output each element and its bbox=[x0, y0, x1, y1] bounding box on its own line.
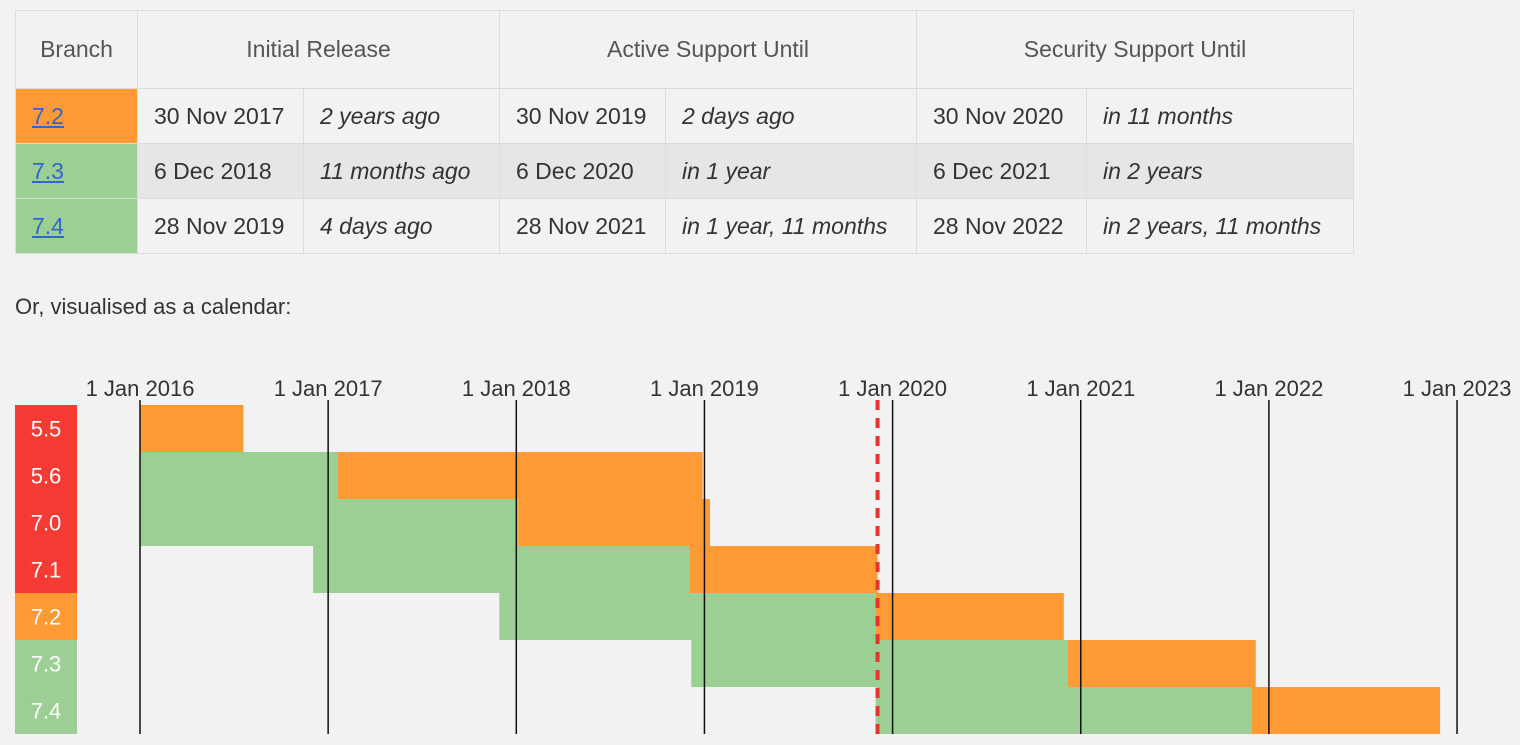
active-bar bbox=[875, 687, 1252, 734]
branch-label: 5.6 bbox=[31, 464, 62, 489]
date-cell: 28 Nov 2022 bbox=[916, 198, 1087, 254]
year-label: 1 Jan 2016 bbox=[86, 376, 195, 401]
date-cell: 6 Dec 2021 bbox=[916, 143, 1087, 199]
branch-label: 5.5 bbox=[31, 417, 62, 442]
year-label: 1 Jan 2020 bbox=[838, 376, 947, 401]
date-cell: 6 Dec 2020 bbox=[499, 143, 666, 199]
year-label: 1 Jan 2019 bbox=[650, 376, 759, 401]
branch-link[interactable]: 7.3 bbox=[32, 157, 64, 184]
header-row: Branch Initial Release Active Support Un… bbox=[15, 10, 1354, 89]
branch-label-bg bbox=[15, 640, 77, 687]
branch-link[interactable]: 7.2 bbox=[32, 102, 64, 129]
branch-label-bg bbox=[15, 499, 77, 546]
branch-link[interactable]: 7.4 bbox=[32, 212, 64, 239]
relative-date: 11 months ago bbox=[303, 143, 500, 199]
table-row: 7.3 6 Dec 2018 11 months ago 6 Dec 2020 in 1… bbox=[15, 143, 1354, 199]
security-bar bbox=[518, 499, 711, 546]
relative-date: in 11 months bbox=[1086, 88, 1354, 144]
relative-date: in 1 year, 11 months bbox=[665, 198, 917, 254]
branch-label-bg bbox=[15, 452, 77, 499]
year-label: 1 Jan 2021 bbox=[1026, 376, 1135, 401]
header-cell: Initial Release bbox=[137, 10, 500, 89]
branch-label-bg bbox=[15, 687, 77, 734]
header-cell: Active Support Until bbox=[499, 10, 917, 89]
date-cell: 28 Nov 2021 bbox=[499, 198, 666, 254]
date-cell: 28 Nov 2019 bbox=[137, 198, 304, 254]
year-label: 1 Jan 2022 bbox=[1214, 376, 1323, 401]
security-bar bbox=[1067, 640, 1256, 687]
branch-label: 7.1 bbox=[31, 558, 62, 583]
year-label: 1 Jan 2023 bbox=[1403, 376, 1512, 401]
branch-cell: 7.3 bbox=[15, 143, 138, 199]
relative-date: 2 days ago bbox=[665, 88, 917, 144]
branch-cell: 7.2 bbox=[15, 88, 138, 144]
intro-text: Or, visualised as a calendar: bbox=[15, 294, 292, 319]
relative-date: 2 years ago bbox=[303, 88, 500, 144]
date-cell: 6 Dec 2018 bbox=[137, 143, 304, 199]
active-bar bbox=[140, 499, 519, 546]
security-bar bbox=[1251, 687, 1441, 734]
year-label: 1 Jan 2018 bbox=[462, 376, 571, 401]
header-cell: Branch bbox=[15, 10, 138, 89]
security-bar bbox=[337, 452, 703, 499]
table-row: 7.2 30 Nov 2017 2 years ago 30 Nov 2019 2 da… bbox=[15, 88, 1354, 144]
relative-date: in 2 years, 11 months bbox=[1086, 198, 1354, 254]
security-bar bbox=[875, 593, 1064, 640]
branch-label-bg bbox=[15, 405, 77, 452]
branch-label: 7.4 bbox=[31, 699, 62, 724]
branch-label: 7.3 bbox=[31, 652, 62, 677]
branch-cell: 7.4 bbox=[15, 198, 138, 254]
active-bar bbox=[313, 546, 690, 593]
header-cell: Security Support Until bbox=[916, 10, 1354, 89]
table-row: 7.4 28 Nov 2019 4 days ago 28 Nov 2021 in 1 … bbox=[15, 198, 1354, 254]
branch-label: 7.2 bbox=[31, 605, 62, 630]
year-label: 1 Jan 2017 bbox=[274, 376, 383, 401]
relative-date: in 2 years bbox=[1086, 143, 1354, 199]
date-cell: 30 Nov 2019 bbox=[499, 88, 666, 144]
branch-label-bg bbox=[15, 546, 77, 593]
security-bar bbox=[140, 405, 244, 452]
security-bar bbox=[689, 546, 878, 593]
branch-table: Branch Initial Release Active Support Un… bbox=[15, 10, 1354, 254]
active-bar bbox=[140, 452, 338, 499]
active-bar bbox=[499, 593, 876, 640]
date-cell: 30 Nov 2017 bbox=[137, 88, 304, 144]
date-cell: 30 Nov 2020 bbox=[916, 88, 1087, 144]
branch-label: 7.0 bbox=[31, 511, 62, 536]
calendar: 5.5 5.6 7.0 7.1 7.2 7.3 7.4 1 Jan 2016 1 Jan 201… bbox=[15, 376, 1512, 734]
relative-date: 4 days ago bbox=[303, 198, 500, 254]
relative-date: in 1 year bbox=[665, 143, 917, 199]
branch-label-bg bbox=[15, 593, 77, 640]
